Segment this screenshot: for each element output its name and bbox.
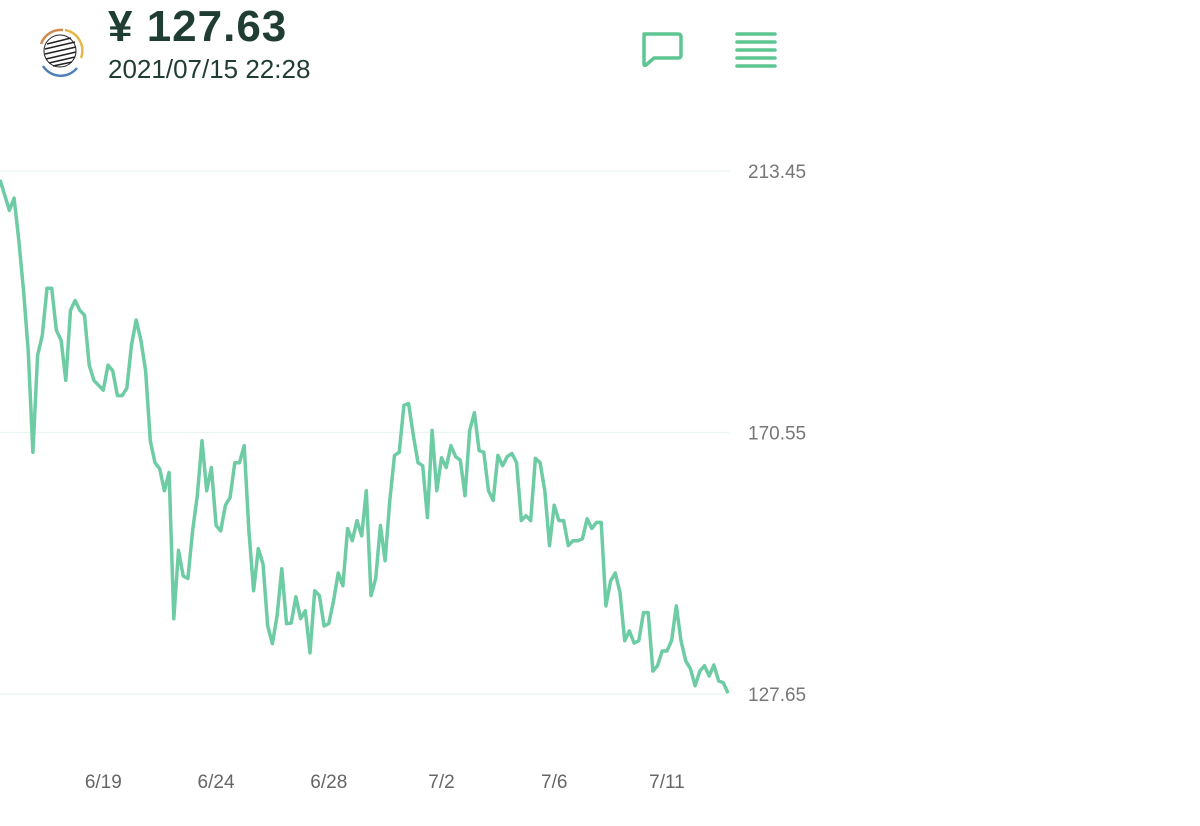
x-tick-label: 7/11 [649,772,685,793]
current-price: ¥ 127.63 [108,2,288,51]
x-tick-label: 7/2 [428,772,454,793]
y-tick-label: 127.65 [748,685,806,706]
x-tick-label: 7/6 [541,772,567,793]
menu-lines-icon[interactable] [734,30,778,70]
x-tick-label: 6/19 [85,772,122,793]
y-tick-label: 213.45 [748,162,806,183]
timestamp: 2021/07/15 22:28 [108,54,311,84]
price-line [0,179,730,694]
logo-icon [39,28,84,77]
x-tick-label: 6/28 [310,772,347,793]
chat-bubble-icon[interactable] [638,30,684,70]
x-tick-label: 6/24 [198,772,235,793]
y-tick-label: 170.55 [748,424,806,445]
